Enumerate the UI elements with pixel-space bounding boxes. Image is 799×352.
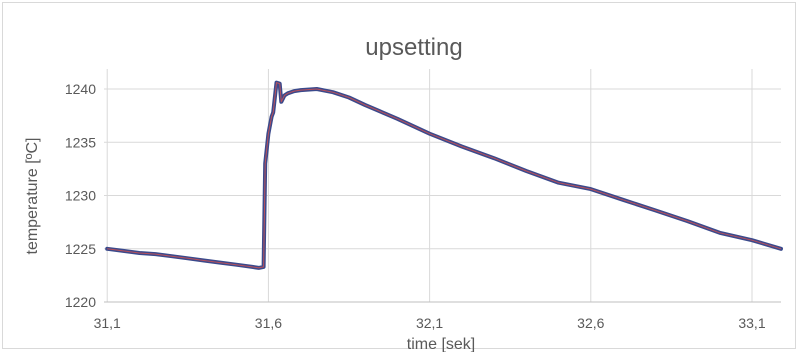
x-tick-label: 32,1 bbox=[416, 315, 443, 331]
x-axis-label: time [sek] bbox=[407, 336, 475, 352]
tick-labels: 1220 1225 1230 1235 1240 31,1 31,6 32,1 32,6 33,1 bbox=[65, 81, 766, 331]
y-tick-label: 1225 bbox=[65, 241, 96, 257]
y-tick-label: 1240 bbox=[65, 81, 96, 97]
x-tick-label: 33,1 bbox=[738, 315, 765, 331]
y-tick-label: 1230 bbox=[65, 188, 96, 204]
x-tick-label: 32,6 bbox=[577, 315, 604, 331]
series-line bbox=[105, 80, 783, 270]
x-tick-label: 31,1 bbox=[94, 315, 121, 331]
x-tick-label: 31,6 bbox=[255, 315, 282, 331]
chart-title: upsetting bbox=[365, 34, 462, 61]
grid bbox=[104, 69, 781, 303]
y-tick-label: 1235 bbox=[65, 134, 96, 150]
y-axis-label: temperature [ºC] bbox=[24, 138, 41, 255]
y-tick-label: 1220 bbox=[65, 294, 96, 310]
chart-area bbox=[2, 2, 796, 349]
series bbox=[105, 80, 783, 270]
series-line-overlay bbox=[107, 82, 782, 269]
